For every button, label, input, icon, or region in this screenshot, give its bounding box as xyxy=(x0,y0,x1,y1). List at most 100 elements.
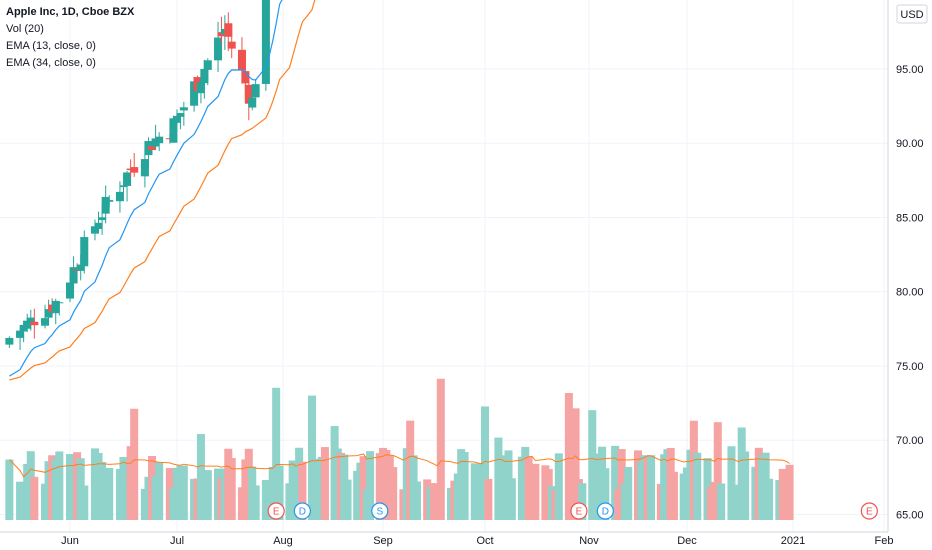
candle-body xyxy=(261,0,270,84)
legend-ema13[interactable]: EMA (13, close, 0) xyxy=(6,40,96,52)
volume-bar xyxy=(785,464,794,520)
volume-bar xyxy=(588,410,597,520)
volume-bar xyxy=(366,451,375,520)
candle-body xyxy=(251,84,260,98)
y-tick-label: 80.00 xyxy=(896,287,924,299)
volume-bar xyxy=(531,463,540,520)
candles xyxy=(5,0,270,351)
volume-bar xyxy=(578,483,587,520)
event-marker-D: D xyxy=(293,502,311,520)
volume-ma-line xyxy=(9,453,790,478)
volume-bar xyxy=(727,446,736,520)
event-marker-E: E xyxy=(570,502,588,520)
legend-title[interactable]: Apple Inc, 1D, Cboe BZX xyxy=(6,6,135,18)
event-marker-circle xyxy=(860,502,878,520)
candle-body xyxy=(119,185,128,188)
event-marker-E: E xyxy=(267,502,285,520)
volume-bar xyxy=(571,408,580,520)
volume-bar xyxy=(741,451,750,520)
currency-badge xyxy=(896,4,928,24)
event-marker-label: D xyxy=(299,507,306,518)
candle-body xyxy=(44,309,53,318)
volume-bar xyxy=(624,466,633,520)
y-tick-label: 100.00 xyxy=(896,0,930,2)
candle-body xyxy=(190,81,199,106)
event-marker-label: E xyxy=(576,507,583,518)
candle-body xyxy=(203,60,212,70)
x-tick-label: Feb xyxy=(875,535,894,547)
volume-bar xyxy=(359,456,368,520)
candle-body xyxy=(115,191,124,202)
volume-bar xyxy=(669,471,678,520)
currency-label: USD xyxy=(900,9,923,21)
event-marker-label: D xyxy=(602,507,609,518)
event-marker-circle xyxy=(570,502,588,520)
y-tick-label: 70.00 xyxy=(896,435,924,447)
volume-bar xyxy=(693,452,702,520)
candle-body xyxy=(94,222,103,229)
candle-body xyxy=(148,145,157,151)
x-tick-label: Jul xyxy=(170,535,184,547)
price-axis-bg xyxy=(888,0,932,550)
chart-legend: Apple Inc, 1D, Cboe BZX Vol (20) EMA (13… xyxy=(6,4,134,72)
legend-ema34[interactable]: EMA (34, close, 0) xyxy=(6,57,96,69)
volume-bar xyxy=(647,455,656,520)
volume-bar xyxy=(251,485,260,520)
volume-bar xyxy=(308,395,317,520)
volume-bar xyxy=(227,458,236,520)
candle-body xyxy=(172,115,182,123)
x-tick-label: Sep xyxy=(373,535,393,547)
volume-bar xyxy=(389,467,398,520)
candle-body xyxy=(105,200,114,202)
volume-bar xyxy=(5,459,14,520)
event-marker-label: S xyxy=(376,507,383,518)
volume-bar xyxy=(130,408,139,520)
volume-bar xyxy=(196,434,205,520)
event-marker-circle xyxy=(371,502,389,520)
event-marker-circle xyxy=(596,502,614,520)
volume-bar xyxy=(272,387,281,520)
volume-bar xyxy=(320,447,329,520)
volume-bar xyxy=(412,481,422,520)
volume-bar xyxy=(554,453,563,520)
candle-body xyxy=(16,330,25,338)
candle-body xyxy=(130,167,139,173)
y-tick-label: 85.00 xyxy=(896,212,924,224)
candle-body xyxy=(98,217,107,221)
volume-bar xyxy=(80,485,89,520)
event-marker-E: E xyxy=(860,502,878,520)
event-marker-circle xyxy=(293,502,311,520)
candle-body xyxy=(140,159,149,177)
candle-body xyxy=(26,317,35,324)
candle-body xyxy=(155,136,164,144)
volume-bar xyxy=(713,422,722,520)
volume-bar xyxy=(179,465,188,520)
x-tick-label: Nov xyxy=(579,535,599,547)
candle-body xyxy=(23,320,32,329)
candle-body xyxy=(101,196,110,214)
candle-body xyxy=(90,226,99,234)
legend-volume[interactable]: Vol (20) xyxy=(6,23,44,35)
candle-body xyxy=(227,41,236,49)
candle-body xyxy=(241,71,250,84)
x-tick-label: Jun xyxy=(61,535,79,547)
candle-body xyxy=(69,267,78,284)
volume-bar xyxy=(55,451,64,520)
x-tick-label: Dec xyxy=(677,535,697,547)
volume-bar xyxy=(343,479,352,520)
event-marker-label: E xyxy=(866,507,873,518)
candle-body xyxy=(244,84,253,104)
candle-body xyxy=(179,107,188,111)
volume-bar xyxy=(30,476,39,520)
candle-body xyxy=(176,113,185,117)
candle-body xyxy=(65,282,75,299)
volume-bar xyxy=(484,478,493,520)
candle-body xyxy=(237,49,246,71)
y-tick-label: 65.00 xyxy=(896,509,924,521)
ema-lines xyxy=(9,0,316,381)
candle-body xyxy=(76,264,85,271)
candle-body xyxy=(217,32,226,37)
volume-bar xyxy=(275,465,284,520)
x-tick-label: 2021 xyxy=(781,535,805,547)
